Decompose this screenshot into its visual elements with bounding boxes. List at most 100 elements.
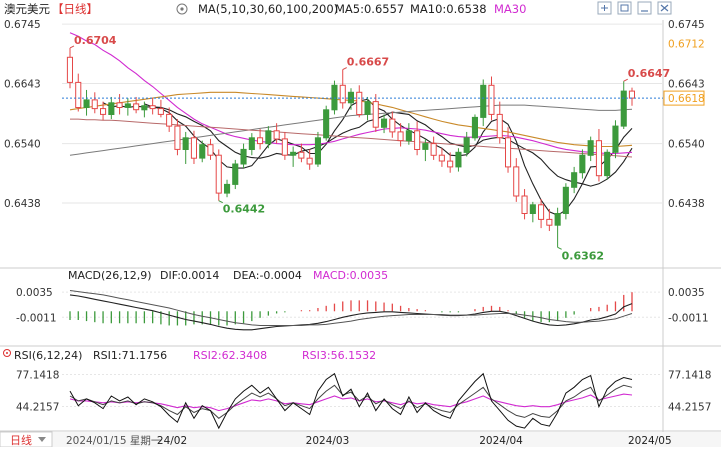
settings-icon[interactable] (176, 3, 188, 15)
candle-body (240, 148, 247, 165)
period-button-label: 日线 (10, 433, 32, 447)
candle-body (414, 130, 421, 151)
rsi-label: RSI(6,12,24) (14, 349, 82, 362)
ma30-value: MA30 (494, 2, 526, 16)
candle-body (438, 154, 445, 162)
date-label: 2024/03 (306, 435, 350, 447)
rsi2-line (69, 384, 633, 419)
candle-body (174, 125, 181, 150)
chevron-down-icon (38, 437, 46, 442)
rsi3-line (69, 393, 633, 412)
candle-body (190, 137, 197, 159)
candle-body (232, 163, 239, 185)
macd-hist-value: MACD:0.0035 (313, 269, 388, 282)
candle-body (554, 213, 561, 226)
date-label: 2024/01/15 星期一 (66, 435, 162, 447)
price-annotation: 0.6667 (347, 56, 389, 69)
candle-body (83, 99, 90, 109)
candle-body (133, 103, 140, 111)
candle-body (389, 118, 396, 133)
candle-body (224, 183, 231, 194)
candle-body (116, 102, 123, 109)
candle-body (488, 84, 495, 115)
candle-body (505, 137, 512, 168)
candle-body (331, 84, 338, 111)
candle-body (480, 84, 487, 118)
annotation-pointer (623, 78, 628, 82)
candle-body (562, 186, 569, 215)
minimize-icon[interactable] (637, 1, 652, 15)
candle-body (149, 105, 156, 110)
candlestick-series (66, 47, 636, 248)
macd-tick-right: 0.0035 (668, 287, 705, 299)
candle-body (108, 102, 115, 116)
date-label: 2024/05 (628, 435, 672, 447)
candle-body (166, 113, 173, 127)
candle-body (620, 90, 627, 127)
rsi-lines (69, 372, 633, 430)
rsi-settings-icon[interactable] (3, 349, 11, 357)
candle-body (207, 144, 214, 156)
candle-body (496, 113, 503, 139)
candle-body (199, 144, 206, 159)
current-price-tag (663, 90, 705, 106)
price-tick-left: 0.6745 (4, 19, 41, 31)
candle-body (612, 125, 619, 153)
candle-body (290, 151, 297, 156)
candle-body (430, 143, 437, 156)
candle-body (124, 103, 131, 108)
macd-lines (69, 290, 633, 331)
expand-icon[interactable] (597, 1, 612, 15)
candle-body (471, 116, 478, 139)
rsi2-value: RSI2:62.3408 (193, 349, 267, 362)
candle-body (339, 84, 346, 104)
candle-body (323, 109, 330, 139)
date-label: 2024/04 (479, 435, 523, 447)
reference-level-label: 0.6712 (668, 38, 705, 50)
rsi1-line (69, 372, 633, 430)
price-annotation: 0.6362 (562, 249, 604, 262)
ma-line-ma100 (69, 104, 633, 156)
ma-params: MA(5,10,30,60,100,200) (198, 2, 338, 16)
candle-body (356, 91, 363, 116)
macd-dea-value: DEA:-0.0004 (233, 269, 302, 282)
price-tick-right: 0.6438 (668, 198, 705, 210)
candle-body (273, 130, 280, 140)
macd-dif-line (69, 294, 633, 331)
price-tick-right: 0.6643 (668, 79, 705, 91)
candle-body (595, 140, 603, 177)
candle-body (521, 195, 528, 214)
candle-body (405, 130, 412, 142)
rsi-tick-left: 44.2157 (16, 402, 59, 414)
close-icon[interactable] (657, 1, 672, 15)
candle-body (455, 151, 462, 168)
rsi3-value: RSI3:56.1532 (302, 349, 376, 362)
price-tick-left: 0.6643 (4, 79, 41, 91)
candle-body (364, 101, 371, 115)
candle-body (463, 137, 470, 153)
candle-body (529, 204, 536, 215)
candle-body (157, 108, 164, 115)
macd-tick-left: 0.0035 (16, 287, 53, 299)
ma10-value: MA10:0.6538 (410, 2, 487, 16)
macd-dif-value: DIF:0.0014 (160, 269, 219, 282)
annotation-pointer (342, 67, 347, 70)
candle-body (257, 137, 264, 145)
candle-body (587, 140, 594, 156)
candle-body (248, 137, 255, 151)
candle-body (372, 101, 379, 128)
rsi-tick-left: 77.1418 (16, 370, 59, 382)
period-label[interactable]: 【日线】 (52, 2, 98, 16)
candle-body (75, 81, 82, 109)
price-tick-left: 0.6438 (4, 198, 41, 210)
candle-body (628, 90, 636, 99)
candle-body (100, 108, 107, 115)
price-annotation: 0.6442 (223, 203, 265, 216)
candle-body (422, 143, 429, 150)
restore-icon[interactable] (617, 1, 632, 15)
price-tick-right: 0.6540 (668, 139, 705, 151)
candle-body (281, 138, 288, 156)
